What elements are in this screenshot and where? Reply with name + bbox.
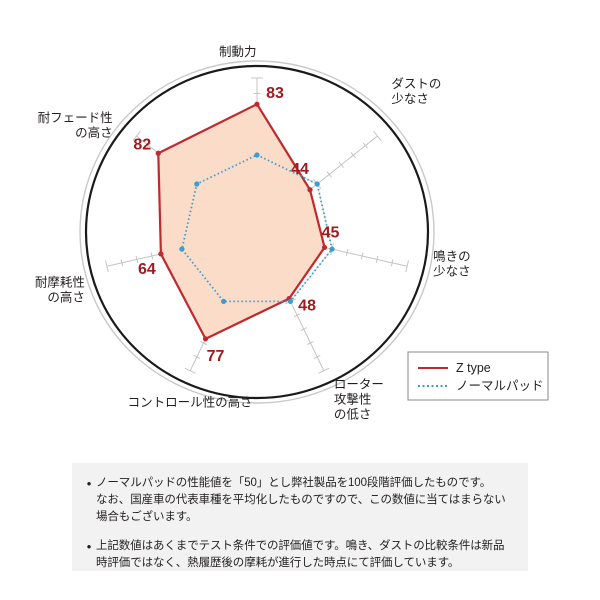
radar-axis-tick (146, 142, 152, 149)
radar-axis-tick (105, 260, 109, 273)
value-label-6: 82 (133, 136, 151, 153)
axis-label-3: ローター攻撃性の低さ (334, 378, 384, 422)
radar-axis-tick (350, 152, 356, 159)
radar-axis-tick (345, 249, 349, 257)
notes-panel: • ノーマルパッドの性能値を「50」とし弊社製品を100段階評価したものです。 … (72, 463, 528, 571)
value-label-2: 45 (322, 224, 340, 241)
radar-axis-tick (326, 171, 332, 178)
radar-axis-tick (373, 130, 382, 141)
note-item: • 上記数値はあくまでテスト条件での評価値です。鳴き、ダストの比較条件は新品 時… (82, 538, 518, 572)
legend-label-normal-pad: ノーマルパッド (456, 379, 544, 393)
radar-data-point (179, 246, 185, 252)
axis-label-6: 耐フェード性の高さ (38, 111, 113, 140)
radar-axis-tick (200, 341, 207, 345)
radar-data-point (194, 181, 200, 187)
note-text: 上記数値はあくまでテスト条件での評価値です。鳴き、ダストの比較条件は新品 時評価… (96, 540, 505, 569)
radar-axis-tick (313, 354, 321, 359)
radar-data-point (329, 246, 335, 252)
radar-data-point (321, 244, 328, 251)
radar-data-point (307, 187, 313, 193)
radar-axis-tick (307, 341, 314, 345)
radar-data-point (155, 150, 161, 156)
radar-series (155, 101, 335, 342)
radar-axis-tick (405, 260, 409, 273)
axis-label-0: 制動力 (219, 45, 257, 59)
radar-axis-tick (338, 161, 344, 168)
axis-label-2: 鳴きの少なさ (433, 249, 471, 278)
note-bullet-icon: • (86, 539, 92, 554)
value-label-4: 77 (207, 348, 225, 365)
radar-axis-tick (150, 252, 154, 260)
radar-axis-tick (184, 367, 196, 374)
value-label-0: 83 (266, 85, 284, 102)
radar-series-polygon-z-type (157, 103, 326, 340)
radar-data-point (254, 152, 260, 158)
note-item: • ノーマルパッドの性能値を「50」とし弊社製品を100段階評価したものです。 … (82, 475, 518, 526)
radar-data-point (202, 336, 209, 342)
value-label-1: 44 (291, 161, 309, 178)
radar-axis-tick (135, 255, 139, 263)
radar-axis-tick (375, 255, 379, 263)
axis-label-1: ダストの少なさ (391, 76, 441, 106)
radar-axis-tick (300, 327, 308, 332)
legend-box (407, 351, 549, 401)
radar-data-point (287, 298, 294, 304)
radar-data-point (254, 101, 260, 107)
radar-axis-tick (360, 252, 364, 260)
radar-data-point (220, 298, 227, 304)
chart-legend: Z type ノーマルパッド (407, 351, 549, 401)
note-bullet-icon: • (86, 476, 92, 491)
radar-axis-tick (390, 259, 394, 267)
radar-data-point (158, 251, 164, 257)
radar-axis-tick (318, 367, 330, 374)
radar-axis-tick (120, 259, 124, 267)
radar-axis-tick (362, 142, 368, 149)
radar-data-point (314, 181, 320, 187)
radar-axis-tick (293, 313, 301, 318)
value-label-3: 48 (298, 298, 316, 315)
value-label-5: 64 (138, 261, 156, 278)
radar-axis-tick (193, 354, 201, 359)
radar-axis-tick (132, 130, 141, 141)
radar-chart-area: 制動力ダストの少なさ鳴きの少なさローター攻撃性の低さ コントロール性の高さ 耐摩耗性… (35, 45, 549, 422)
axis-label-5: 耐摩耗性の高さ (35, 274, 85, 304)
note-text: ノーマルパッドの性能値を「50」とし弊社製品を100段階評価したものです。 なお… (96, 477, 506, 523)
axis-label-4: コントロール性の高さ (128, 395, 253, 410)
legend-label-z-type: Z type (456, 361, 491, 375)
